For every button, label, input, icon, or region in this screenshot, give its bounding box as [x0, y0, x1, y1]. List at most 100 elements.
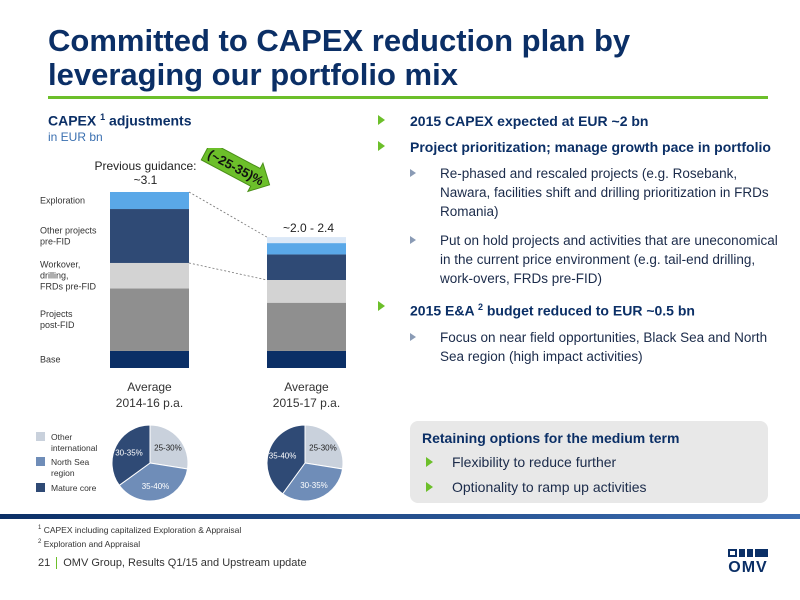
option-item: Flexibility to reduce further [422, 454, 616, 470]
grey-triangle-icon [410, 236, 416, 244]
green-triangle-icon [378, 301, 385, 311]
pie-slice-label: 25-30% [154, 444, 182, 453]
bar-segment-other-projects-pre-fid [267, 254, 346, 280]
down-arrow-icon: (~25-35)% [200, 148, 271, 193]
bullet-text-suffix: budget reduced to EUR ~0.5 bn [482, 302, 695, 319]
pie-slice-other-international [304, 424, 344, 470]
range-band [267, 237, 346, 244]
sub-bullet-text: Re-phased and rescaled projects (e.g. Ro… [440, 166, 769, 219]
footer: 21 OMV Group, Results Q1/15 and Upstream … [38, 557, 307, 570]
bar-legend-label: Base [40, 354, 61, 364]
bullet-text: Project prioritization; manage growth pa… [410, 139, 771, 155]
total-label-value: ~3.1 [134, 173, 158, 187]
pie-legend-label: Other [51, 432, 72, 442]
footer-band [0, 514, 800, 519]
total-label-value: ~2.0 - 2.4 [283, 221, 334, 235]
bar-legend-label: Workover, [40, 260, 80, 270]
footer-text: OMV Group, Results Q1/15 and Upstream up… [63, 557, 307, 569]
pie-slice-north-sea-region [118, 462, 189, 502]
sub-bullet-text: Put on hold projects and activities that… [440, 233, 778, 286]
bar-segment-projects-post-fid [267, 302, 346, 351]
green-triangle-icon [378, 115, 385, 125]
bar-legend-label: pre-FID [40, 237, 71, 247]
pie-legend-label: North Sea [51, 457, 90, 467]
bar-segment-base [110, 350, 189, 368]
bar-segment-exploration [267, 243, 346, 255]
pie-slice-north-sea-region [281, 462, 344, 502]
bar-segment-workover-drilling-frds-pre-fid [110, 262, 189, 289]
options-box: Retaining options for the medium term Fl… [410, 421, 768, 503]
total-label-caption: Previous guidance: [94, 159, 196, 173]
green-triangle-icon [378, 141, 385, 151]
reduction-arrow-shape [200, 148, 271, 193]
pie-slice-label: 25-30% [309, 444, 337, 453]
option-item: Optionality to ramp up activities [422, 479, 647, 495]
pie-legend-swatch [36, 457, 45, 466]
bullet-ea-budget: 2015 E&A 2 budget reduced to EUR ~0.5 bn [378, 298, 778, 320]
chart-subtitle: in EUR bn [48, 130, 103, 144]
bullet-text: 2015 CAPEX expected at EUR ~2 bn [410, 113, 649, 129]
page-number: 21 [38, 557, 51, 569]
capex-chart: Average 2014-16 p.a. Average 2015-17 p.a. Pr… [36, 148, 346, 502]
dashed-connector [188, 262, 268, 281]
bar-segment-workover-drilling-frds-pre-fid [267, 280, 346, 303]
pie-slice-mature-core [111, 424, 151, 487]
bar-legend-label: drilling, [40, 271, 69, 281]
bar-segment-base [267, 350, 346, 368]
x-axis-label: 2014-16 p.a. [116, 396, 183, 410]
pie-slice-label: 30-35% [300, 481, 328, 490]
bar-segment-projects-post-fid [110, 288, 189, 351]
footnote-2-text: Exploration and Appraisal [41, 538, 141, 549]
bullet-list: 2015 CAPEX expected at EUR ~2 bn Project… [378, 112, 778, 376]
pie-slice-label: 35-40% [269, 452, 297, 461]
x-axis-label: 2015-17 p.a. [273, 396, 340, 410]
bar-legend-label: post-FID [40, 320, 75, 330]
sub-bullet-text: Focus on near field opportunities, Black… [440, 329, 768, 364]
footnote-1-text: CAPEX including capitalized Exploration … [41, 524, 242, 535]
footnote-2-mark: 2 [38, 538, 42, 545]
title-divider [48, 96, 768, 99]
logo-mark [728, 549, 768, 557]
bullet-text-prefix: 2015 E&A [410, 302, 478, 319]
omv-logo-icon: OMV [720, 545, 776, 581]
pie-legend-swatch [36, 432, 45, 441]
footnotes: 1 CAPEX including capitalized Exploratio… [38, 522, 241, 550]
grey-triangle-icon [410, 332, 416, 341]
bar-segment-other-projects-pre-fid [110, 209, 189, 263]
options-title: Retaining options for the medium term [422, 430, 680, 446]
option-text: Flexibility to reduce further [452, 454, 617, 470]
bar-legend-label: Projects [40, 309, 73, 319]
bar-legend-label: Other projects [40, 226, 97, 236]
pie-legend-label: international [51, 443, 97, 453]
pie-slice-label: 35-40% [142, 482, 170, 491]
footnote-2: 2 Exploration and Appraisal [38, 536, 241, 550]
pie-charts: 25-30% 35-40% 30-35% 25-30% 30-35% 35-40% Othe… [36, 424, 344, 502]
x-axis-label: Average [284, 380, 329, 394]
dashed-connector [188, 191, 268, 238]
page-title: Committed to CAPEX reduction plan by lev… [48, 23, 631, 92]
footnote-1-mark: 1 [38, 525, 42, 531]
bar-segment-exploration [110, 192, 189, 210]
chart-title: CAPEX 1 adjustments [48, 112, 192, 129]
footnote-ref: 2 [477, 302, 483, 312]
bullet-capex-expected: 2015 CAPEX expected at EUR ~2 bn [378, 112, 778, 130]
stacked-bar-chart: Average 2014-16 p.a. Average 2015-17 p.a. Pr… [40, 148, 346, 410]
footer-separator [56, 557, 58, 570]
chart-title-suffix: adjustments [105, 112, 192, 129]
sub-bullet-rephased: Re-phased and rescaled projects (e.g. Ro… [378, 164, 778, 221]
pie-legend-label: region [51, 468, 75, 478]
pie-legend-label: Mature core [51, 483, 97, 493]
bar-legend-label: FRDs pre-FID [40, 282, 97, 292]
pie-legend-swatch [36, 483, 45, 492]
bar-legend-label: Exploration [40, 196, 85, 206]
green-triangle-icon [426, 457, 433, 467]
logo-text: OMV [728, 559, 768, 576]
bullet-project-prioritization: Project prioritization; manage growth pa… [378, 138, 778, 156]
chart-title-footnote-ref: 1 [100, 112, 106, 122]
footnote-1: 1 CAPEX including capitalized Exploratio… [38, 522, 241, 536]
pie-slice-label: 30-35% [115, 448, 143, 457]
sub-bullet-on-hold: Put on hold projects and activities that… [378, 231, 778, 288]
pie-slice-mature-core [266, 424, 306, 495]
pie-slice-other-international [149, 424, 189, 470]
chart-title-main: CAPEX [48, 112, 97, 129]
